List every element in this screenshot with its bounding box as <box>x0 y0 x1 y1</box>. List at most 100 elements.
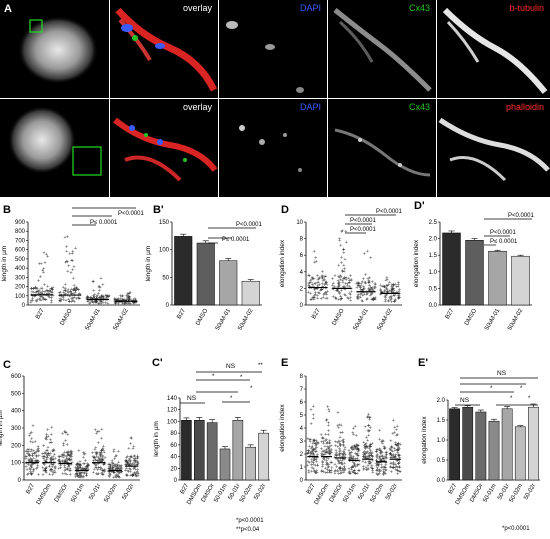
data-point: + <box>91 454 95 460</box>
data-point: + <box>339 461 343 467</box>
data-point: + <box>61 294 65 300</box>
data-point: + <box>124 458 128 464</box>
data-point: + <box>339 260 343 266</box>
data-point: + <box>100 457 104 463</box>
data-point: + <box>50 455 54 461</box>
data-point: + <box>367 285 371 291</box>
y-tick-label: 120 <box>167 408 178 414</box>
svg-text:P<0.0001: P<0.0001 <box>236 222 263 228</box>
data-point: + <box>339 277 343 283</box>
data-point: + <box>134 467 138 473</box>
data-point: + <box>51 454 55 460</box>
data-point: + <box>314 290 318 296</box>
data-point: + <box>347 455 351 461</box>
data-point: + <box>34 284 38 290</box>
data-point: + <box>41 472 45 478</box>
data-point: + <box>341 452 345 458</box>
data-point: + <box>389 451 393 457</box>
data-point: + <box>63 453 67 459</box>
data-point: + <box>29 457 33 463</box>
annot-Cp: NS ** * * * NS * *p<0.0001 **p<0.04 <box>180 363 264 533</box>
data-point: + <box>364 451 368 457</box>
data-point: + <box>338 449 342 455</box>
data-point: + <box>57 459 61 465</box>
data-point: + <box>69 257 73 263</box>
data-point: + <box>365 297 369 303</box>
data-point: + <box>309 449 313 455</box>
data-point: + <box>351 459 355 465</box>
data-point: + <box>375 447 379 453</box>
data-point: + <box>371 296 375 302</box>
data-point: + <box>128 469 132 475</box>
data-point: + <box>349 471 353 477</box>
data-point: + <box>100 294 104 300</box>
data-point: + <box>362 291 366 297</box>
data-point: + <box>34 466 38 472</box>
data-point: + <box>109 463 113 469</box>
data-point: + <box>114 473 118 479</box>
data-point: + <box>75 465 79 471</box>
data-point: + <box>338 236 342 242</box>
data-point: + <box>31 423 35 429</box>
data-point: + <box>67 456 71 462</box>
data-point: + <box>337 284 341 290</box>
data-point: + <box>75 287 79 293</box>
data-point: + <box>359 285 363 291</box>
data-point: + <box>309 279 313 285</box>
data-point: + <box>72 283 76 289</box>
data-point: + <box>356 452 360 458</box>
data-point: + <box>383 299 387 305</box>
data-point: + <box>50 295 54 301</box>
data-point: + <box>341 267 345 273</box>
data-point: + <box>79 465 83 471</box>
data-point: + <box>364 459 368 465</box>
data-point: + <box>392 282 396 288</box>
data-point: + <box>382 455 386 461</box>
data-point: + <box>311 295 315 301</box>
data-point: + <box>354 456 358 462</box>
data-point: + <box>338 467 342 473</box>
data-point: + <box>385 283 389 289</box>
data-point: + <box>122 301 126 307</box>
data-point: + <box>66 450 70 456</box>
data-point: + <box>39 261 43 267</box>
data-point: + <box>369 460 373 466</box>
data-point: + <box>108 462 112 468</box>
data-point: + <box>313 286 317 292</box>
data-point: + <box>57 290 61 296</box>
data-point: + <box>306 463 310 469</box>
data-point: + <box>95 454 99 460</box>
data-point: + <box>367 423 371 429</box>
data-point: + <box>357 462 361 468</box>
data-point: + <box>94 445 98 451</box>
data-point: + <box>341 269 345 275</box>
data-point: + <box>24 453 28 459</box>
data-point: + <box>379 468 383 474</box>
data-point: + <box>342 470 346 476</box>
label-tubulin: b-tubulin <box>509 3 544 13</box>
data-point: + <box>116 465 120 471</box>
data-point: + <box>359 292 363 298</box>
data-point: + <box>368 459 372 465</box>
data-point: + <box>384 452 388 458</box>
data-point: + <box>320 274 324 280</box>
data-point: + <box>393 298 397 304</box>
data-point: + <box>328 469 332 475</box>
data-point: + <box>130 455 134 461</box>
data-point: + <box>114 466 118 472</box>
data-point: + <box>368 453 372 459</box>
data-point: + <box>333 470 337 476</box>
data-point: + <box>91 469 95 475</box>
data-point: + <box>337 263 341 269</box>
data-point: + <box>370 291 374 297</box>
data-point: + <box>314 443 318 449</box>
data-point: + <box>50 455 54 461</box>
data-point: + <box>390 288 394 294</box>
data-point: + <box>362 276 366 282</box>
data-point: + <box>374 449 378 455</box>
data-point: + <box>340 296 344 302</box>
data-point: + <box>132 472 136 478</box>
data-point: + <box>92 461 96 467</box>
